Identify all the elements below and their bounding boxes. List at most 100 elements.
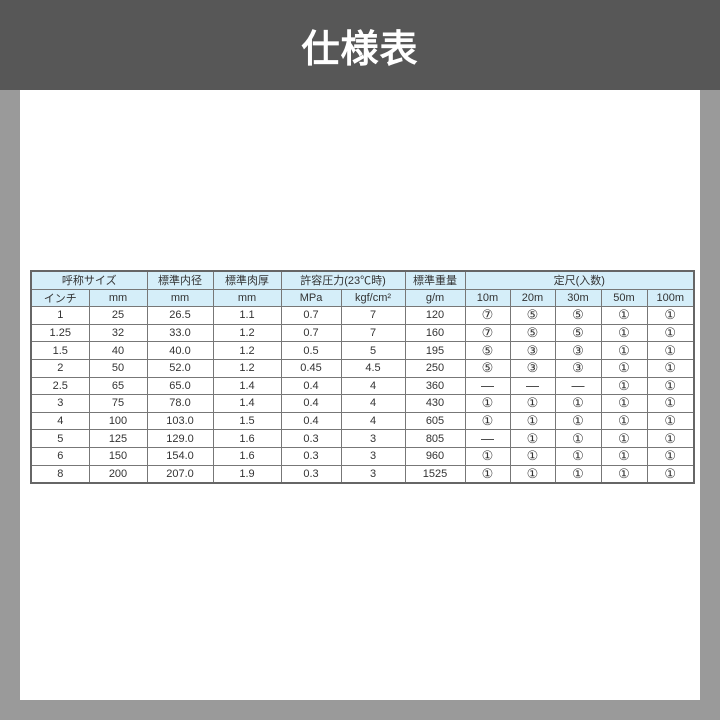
subheader-cell: kgf/cm² bbox=[340, 288, 406, 308]
table-cell: ① bbox=[464, 394, 511, 413]
table-row: 4 100 103.0 1.5 0.4 4 605 ① ① ① ① ① bbox=[30, 411, 695, 431]
table-cell: 4 bbox=[340, 394, 406, 413]
table-cell: 65 bbox=[88, 376, 148, 396]
table-cell: 200 bbox=[88, 464, 148, 484]
table-cell: 75 bbox=[88, 394, 148, 413]
table-cell: 1.2 bbox=[212, 341, 282, 360]
table-cell: ⑦ bbox=[464, 323, 511, 343]
table-cell: 0.3 bbox=[280, 429, 342, 448]
table-cell: 1525 bbox=[404, 464, 466, 484]
table-cell: 1.4 bbox=[212, 376, 282, 396]
subheader-cell: インチ bbox=[30, 288, 90, 308]
content-panel: 呼称サイズ 標準内径 標準肉厚 許容圧力(23℃時) 標準重量 定尺(入数) イ… bbox=[20, 90, 700, 700]
table-cell: ① bbox=[464, 464, 511, 484]
table-cell: 0.7 bbox=[280, 323, 342, 343]
table-cell: 605 bbox=[404, 411, 466, 431]
header-row-2: インチ mm mm mm MPa kgf/cm² g/m 10m 20m 30m 50m 100m bbox=[30, 288, 695, 308]
table-cell: ① bbox=[554, 446, 602, 466]
table-cell: 8 bbox=[30, 464, 90, 484]
table-cell: 160 bbox=[404, 323, 466, 343]
header-row-1: 呼称サイズ 標準内径 標準肉厚 許容圧力(23℃時) 標準重量 定尺(入数) bbox=[30, 270, 695, 290]
table-cell: 40 bbox=[88, 341, 148, 360]
subheader-cell: mm bbox=[146, 288, 214, 308]
table-cell: 4 bbox=[30, 411, 90, 431]
subheader-cell: 50m bbox=[600, 288, 648, 308]
table-cell: 1.5 bbox=[30, 341, 90, 360]
header-cell: 標準肉厚 bbox=[212, 270, 282, 290]
subheader-cell: MPa bbox=[280, 288, 342, 308]
table-row: 1.5 40 40.0 1.2 0.5 5 195 ⑤ ③ ③ ① ① bbox=[30, 341, 695, 360]
header-cell: 定尺(入数) bbox=[464, 270, 695, 290]
table-cell: ① bbox=[509, 446, 556, 466]
table-cell: 207.0 bbox=[146, 464, 214, 484]
table-cell: 0.4 bbox=[280, 411, 342, 431]
subheader-cell: 100m bbox=[646, 288, 695, 308]
table-cell: ③ bbox=[554, 341, 602, 360]
page-title: 仕様表 bbox=[301, 26, 419, 71]
table-cell: 1.2 bbox=[212, 358, 282, 378]
table-row: 8 200 207.0 1.9 0.3 3 1525 ① ① ① ① ① bbox=[30, 464, 695, 484]
subheader-cell: 30m bbox=[554, 288, 602, 308]
subheader-cell: g/m bbox=[404, 288, 466, 308]
title-bar: 仕様表 bbox=[0, 0, 720, 90]
table-cell: ① bbox=[509, 429, 556, 448]
table-cell: 250 bbox=[404, 358, 466, 378]
table-cell: ① bbox=[554, 411, 602, 431]
table-cell: 2.5 bbox=[30, 376, 90, 396]
table-cell: 1.2 bbox=[212, 323, 282, 343]
header-cell: 標準内径 bbox=[146, 270, 214, 290]
table-cell: ⑦ bbox=[464, 306, 511, 325]
table-cell: 0.7 bbox=[280, 306, 342, 325]
table-cell: 1.5 bbox=[212, 411, 282, 431]
table-cell: ① bbox=[464, 411, 511, 431]
table-cell: ① bbox=[646, 358, 695, 378]
table-cell: 0.4 bbox=[280, 376, 342, 396]
table-cell: 1.1 bbox=[212, 306, 282, 325]
table-cell: ⑤ bbox=[464, 358, 511, 378]
table-cell: 65.0 bbox=[146, 376, 214, 396]
table-cell: 0.3 bbox=[280, 464, 342, 484]
table-cell: ① bbox=[600, 411, 648, 431]
table-cell: ① bbox=[554, 429, 602, 448]
table-cell: ① bbox=[509, 464, 556, 484]
table-cell: ① bbox=[646, 341, 695, 360]
table-cell: ① bbox=[600, 464, 648, 484]
table-cell: ① bbox=[509, 394, 556, 413]
table-cell: 805 bbox=[404, 429, 466, 448]
table-cell: 150 bbox=[88, 446, 148, 466]
table-cell: 50 bbox=[88, 358, 148, 378]
table-cell: 32 bbox=[88, 323, 148, 343]
table-cell: 0.45 bbox=[280, 358, 342, 378]
table-cell: ① bbox=[646, 464, 695, 484]
table-row: 3 75 78.0 1.4 0.4 4 430 ① ① ① ① ① bbox=[30, 394, 695, 413]
table-cell: ① bbox=[554, 394, 602, 413]
table-cell: 103.0 bbox=[146, 411, 214, 431]
table-cell: 1.6 bbox=[212, 446, 282, 466]
table-row: 1 25 26.5 1.1 0.7 7 120 ⑦ ⑤ ⑤ ① ① bbox=[30, 306, 695, 325]
table-cell: ① bbox=[646, 394, 695, 413]
table-cell: 1.25 bbox=[30, 323, 90, 343]
subheader-cell: mm bbox=[88, 288, 148, 308]
table-cell: 3 bbox=[340, 446, 406, 466]
header-cell: 呼称サイズ bbox=[30, 270, 148, 290]
table-cell: ① bbox=[509, 411, 556, 431]
table-row: 6 150 154.0 1.6 0.3 3 960 ① ① ① ① ① bbox=[30, 446, 695, 466]
table-cell: ① bbox=[646, 376, 695, 396]
table-cell: 195 bbox=[404, 341, 466, 360]
header-cell: 許容圧力(23℃時) bbox=[280, 270, 406, 290]
table-cell: 1.4 bbox=[212, 394, 282, 413]
table-cell: 2 bbox=[30, 358, 90, 378]
table-cell: 0.5 bbox=[280, 341, 342, 360]
table-cell: 360 bbox=[404, 376, 466, 396]
table-cell: ① bbox=[600, 358, 648, 378]
table-cell: ① bbox=[646, 429, 695, 448]
subheader-cell: mm bbox=[212, 288, 282, 308]
table-cell: 6 bbox=[30, 446, 90, 466]
table-cell: ⑤ bbox=[509, 323, 556, 343]
table-cell: 154.0 bbox=[146, 446, 214, 466]
table-cell: 129.0 bbox=[146, 429, 214, 448]
table-cell: ③ bbox=[554, 358, 602, 378]
table-row: 5 125 129.0 1.6 0.3 3 805— ① ① ① ① bbox=[30, 429, 695, 448]
table-cell: 7 bbox=[340, 306, 406, 325]
table-cell: 120 bbox=[404, 306, 466, 325]
